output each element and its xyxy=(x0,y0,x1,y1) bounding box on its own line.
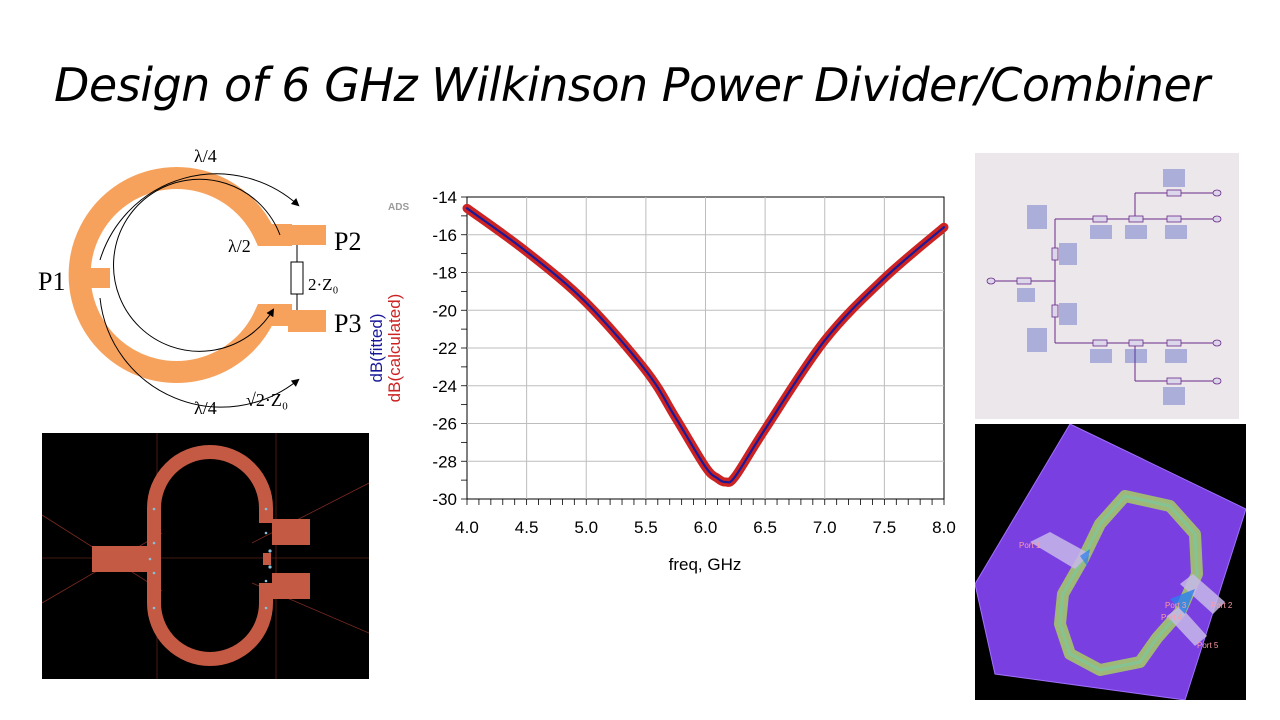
y-tick-label: -24 xyxy=(432,377,457,396)
em-port-2-label: Port 2 xyxy=(1211,601,1233,610)
ring-trace xyxy=(68,167,326,383)
port-p3-label: P3 xyxy=(334,309,361,338)
resistor-label: 2·Z₀ xyxy=(308,275,339,294)
netlist-components xyxy=(986,189,1222,385)
arc-bottom-label: λ/4 xyxy=(194,398,217,418)
y-tick-label: -20 xyxy=(432,301,457,320)
layout-vias xyxy=(148,507,272,610)
resistor xyxy=(290,245,304,310)
em-3d-view: Port 1 Port 3 Port 2 Port 4 Port 5 xyxy=(975,424,1246,700)
x-tick-label: 8.0 xyxy=(932,518,956,537)
em-trace xyxy=(1054,490,1203,676)
x-axis-label: freq, GHz xyxy=(669,555,742,574)
y-tick-label: -22 xyxy=(432,339,457,358)
slide-title: Design of 6 GHz Wilkinson Power Divider/… xyxy=(54,58,1210,112)
x-tick-label: 7.0 xyxy=(813,518,837,537)
x-tick-label: 5.0 xyxy=(574,518,598,537)
inner-label: λ/2 xyxy=(228,236,251,256)
series-line-fitted xyxy=(465,207,946,484)
s-parameter-chart: ADS 4.0 4.5 5.0 5.5 6.0 6.5 7.0 7.5 8.0 -14 -16 -18… xyxy=(360,180,970,580)
chart-watermark: ADS xyxy=(388,202,409,213)
em-port-1-label: Port 1 xyxy=(1019,541,1041,550)
y-axis-label-calculated: dB(calculated) xyxy=(385,294,404,403)
x-tick-label: 4.5 xyxy=(515,518,539,537)
arc-top-label: λ/4 xyxy=(194,146,217,166)
em-port-4-label: Port 4 xyxy=(1161,613,1183,622)
y-tick-label: -16 xyxy=(432,226,457,245)
ads-netlist-schematic xyxy=(975,153,1239,419)
x-tick-label: 6.0 xyxy=(694,518,718,537)
layout-guide-lines xyxy=(41,433,370,679)
em-ports xyxy=(1030,532,1225,646)
x-tick-label: 6.5 xyxy=(753,518,777,537)
x-tick-label: 4.0 xyxy=(455,518,479,537)
layout-2d-view xyxy=(41,433,370,679)
x-tick-label: 5.5 xyxy=(634,518,658,537)
em-port-3-label: Port 3 xyxy=(1165,601,1187,610)
y-tick-label: -28 xyxy=(432,452,457,471)
port-p1-label: P1 xyxy=(38,267,65,296)
em-port-5-label: Port 5 xyxy=(1197,641,1219,650)
substrate xyxy=(975,424,1246,700)
y-axis-label-fitted: dB(fitted) xyxy=(367,314,386,383)
port-p2-label: P2 xyxy=(334,227,361,256)
chart-ticks: 4.0 4.5 5.0 5.5 6.0 6.5 7.0 7.5 8.0 -14 -16 -18 -20 -… xyxy=(432,188,955,537)
wilkinson-ring-schematic: λ/4 λ/4 λ/2 2·Z₀ √2·Z₀ P1 P2 P3 xyxy=(30,140,390,425)
y-tick-label: -26 xyxy=(432,415,457,434)
chart-series xyxy=(462,203,949,487)
line-impedance-label: √2·Z₀ xyxy=(246,390,288,410)
x-tick-label: 7.5 xyxy=(873,518,897,537)
direction-arrows xyxy=(99,173,300,408)
y-tick-label: -18 xyxy=(432,264,457,283)
y-tick-label: -30 xyxy=(432,490,457,509)
y-tick-label: -14 xyxy=(432,188,457,207)
layout-trace xyxy=(92,445,310,666)
netlist-label-blocks xyxy=(1017,169,1187,405)
